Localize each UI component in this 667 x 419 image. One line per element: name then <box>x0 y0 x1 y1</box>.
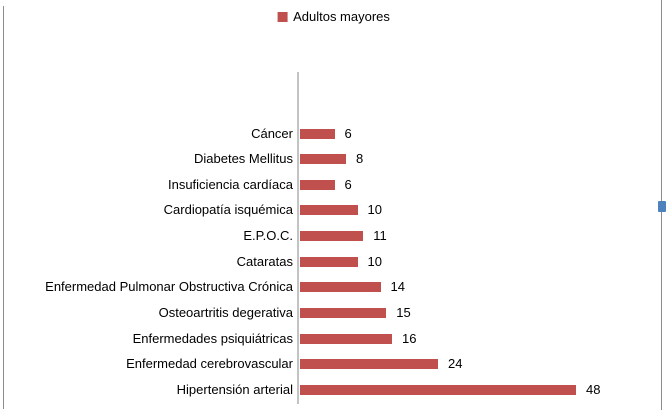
category-label: Osteoartritis degerativa <box>158 305 293 321</box>
page-border-left <box>3 6 4 409</box>
data-label: 10 <box>367 202 382 218</box>
data-label: 16 <box>402 330 417 346</box>
data-label: 48 <box>586 382 601 397</box>
bar[interactable] <box>300 282 381 293</box>
legend-label: Adultos mayores <box>293 9 390 24</box>
category-label: Enfermedades psiquiátricas <box>132 330 293 346</box>
data-label: 6 <box>344 176 352 192</box>
category-label: Insuficiencia cardíaca <box>167 176 293 192</box>
category-label: Hipertensión arterial <box>176 382 293 397</box>
category-axis-line <box>297 72 299 404</box>
category-label: Diabetes Mellitus <box>194 151 293 167</box>
bar[interactable] <box>300 128 335 139</box>
legend-swatch-icon <box>277 12 288 22</box>
category-label: Enfermedad cerebrovascular <box>126 356 293 372</box>
category-label: Cáncer <box>251 125 293 141</box>
category-label: E.P.O.C. <box>243 228 293 244</box>
bar[interactable] <box>300 256 358 267</box>
chart-legend[interactable]: Adultos mayores <box>277 9 390 25</box>
bar[interactable] <box>300 231 364 242</box>
data-label: 8 <box>356 151 364 167</box>
bar[interactable] <box>300 333 392 344</box>
data-label: 6 <box>344 125 352 141</box>
bar[interactable] <box>300 359 438 370</box>
object-resize-handle[interactable] <box>658 201 666 212</box>
data-label: 24 <box>448 356 463 372</box>
data-label: 11 <box>373 228 387 244</box>
data-label: 15 <box>396 305 411 321</box>
category-label: Enfermedad Pulmonar Obstructiva Crónica <box>45 279 293 295</box>
bar[interactable] <box>300 205 358 216</box>
bar[interactable] <box>300 385 576 395</box>
bar[interactable] <box>300 179 335 190</box>
category-label: Cataratas <box>236 253 293 269</box>
category-label: Cardiopatía isquémica <box>163 202 293 218</box>
data-label: 14 <box>390 279 405 295</box>
bar[interactable] <box>300 308 387 319</box>
data-label: 10 <box>367 253 382 269</box>
bar[interactable] <box>300 154 346 165</box>
